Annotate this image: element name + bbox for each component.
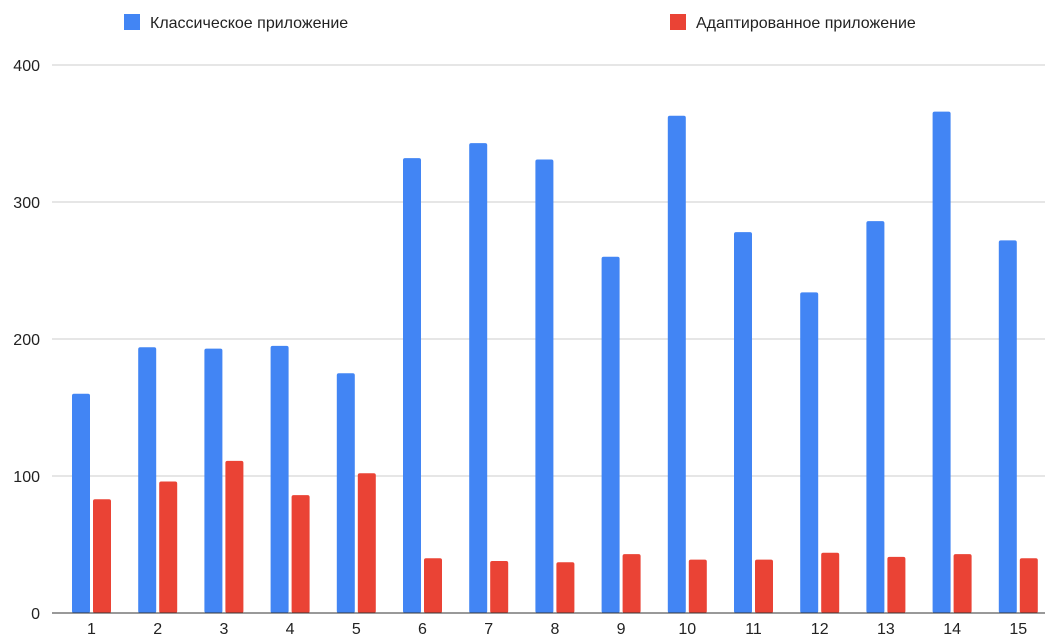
y-tick-label: 100 xyxy=(13,469,40,486)
bar-adapted-15 xyxy=(1019,558,1038,613)
legend-swatch-classic xyxy=(124,14,140,30)
bar-adapted-14 xyxy=(953,554,972,613)
x-tick-label: 14 xyxy=(943,621,961,638)
x-tick-label: 12 xyxy=(811,621,829,638)
bar-adapted-9 xyxy=(622,554,641,613)
x-tick-label: 5 xyxy=(352,621,361,638)
bar-classic-10 xyxy=(667,115,686,613)
bar-adapted-2 xyxy=(159,481,178,613)
bar-classic-11 xyxy=(734,232,752,613)
y-tick-label: 400 xyxy=(13,58,40,75)
legend: Классическое приложение Адаптированное п… xyxy=(124,14,916,32)
x-tick-label: 9 xyxy=(617,621,626,638)
bar-classic-3 xyxy=(204,348,223,613)
x-tick-label: 4 xyxy=(286,621,295,638)
legend-swatch-adapted xyxy=(670,14,686,30)
x-axis: 1 2 3 4 5 6 7 8 9 10 11 12 13 14 15 xyxy=(52,612,1045,638)
x-tick-label: 8 xyxy=(550,621,559,638)
bar-classic-15 xyxy=(998,240,1017,614)
bar-classic-8 xyxy=(535,159,554,613)
bar-classic-2 xyxy=(138,347,157,613)
bar-classic-14 xyxy=(932,111,951,613)
x-tick-label: 7 xyxy=(484,621,493,638)
bar-adapted-13 xyxy=(887,556,906,613)
y-tick-label: 0 xyxy=(31,606,40,623)
bar-classic-9 xyxy=(601,256,620,613)
y-tick-label: 300 xyxy=(13,195,40,212)
bar-adapted-3 xyxy=(225,460,244,613)
bar-classic-13 xyxy=(866,221,885,613)
bars xyxy=(72,111,1038,614)
x-tick-label: 15 xyxy=(1009,621,1027,638)
x-tick-label: 3 xyxy=(219,621,228,638)
bar-classic-12 xyxy=(800,292,819,613)
bar-classic-6 xyxy=(403,158,421,613)
x-tick-label: 6 xyxy=(418,621,427,638)
bar-classic-1 xyxy=(72,393,90,613)
bar-adapted-7 xyxy=(490,560,509,613)
bar-adapted-12 xyxy=(821,552,840,613)
x-tick-label: 11 xyxy=(745,621,762,638)
legend-label-adapted: Адаптированное приложение xyxy=(696,15,916,32)
y-tick-label: 200 xyxy=(13,332,40,349)
bar-adapted-8 xyxy=(556,562,575,613)
bar-adapted-6 xyxy=(424,558,442,613)
bar-classic-7 xyxy=(469,143,488,613)
bar-adapted-5 xyxy=(357,473,376,613)
x-tick-label: 13 xyxy=(877,621,895,638)
bar-adapted-11 xyxy=(755,559,773,613)
bar-classic-5 xyxy=(336,373,355,613)
bar-classic-4 xyxy=(270,345,289,613)
bar-adapted-1 xyxy=(93,499,111,613)
x-tick-label: 1 xyxy=(87,621,96,638)
bar-adapted-4 xyxy=(291,495,310,613)
bar-adapted-10 xyxy=(688,559,707,613)
y-axis: 0 100 200 300 400 xyxy=(13,58,40,623)
legend-label-classic: Классическое приложение xyxy=(150,15,348,32)
x-tick-label: 10 xyxy=(678,621,696,638)
x-tick-label: 2 xyxy=(153,621,162,638)
